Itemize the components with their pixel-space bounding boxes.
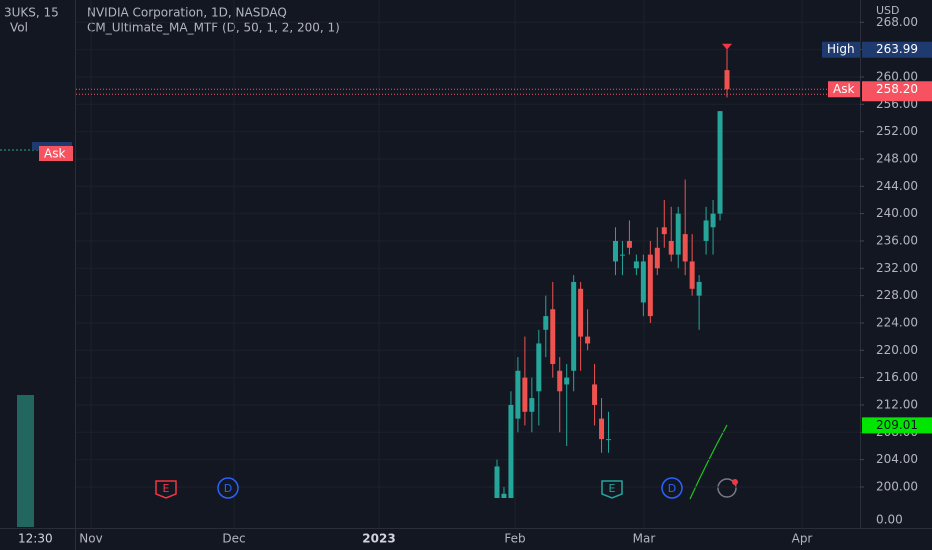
candle-body <box>515 370 521 419</box>
candle-body <box>571 281 577 371</box>
x-tick-label: Feb <box>504 532 525 546</box>
candle-body <box>633 261 639 269</box>
y-tick-label: 240.00 <box>876 206 918 220</box>
candle-body <box>494 466 500 498</box>
ask-value-tag <box>862 81 932 102</box>
y-tick-label: 224.00 <box>876 315 918 329</box>
currency: USD <box>876 4 900 17</box>
y-tick-label: 200.00 <box>876 479 918 493</box>
lightning-icon <box>717 478 737 498</box>
candle-body <box>703 220 709 241</box>
ma-value: 209.01 <box>876 418 918 432</box>
y-tick-label: 204.00 <box>876 452 918 466</box>
x-tick-label: Nov <box>79 532 102 546</box>
candle-body <box>550 309 556 364</box>
dividend-icon <box>661 477 683 499</box>
event-label: D <box>224 482 232 495</box>
candle-body <box>592 384 598 405</box>
candle-body <box>696 281 702 296</box>
high-name: High <box>827 42 855 56</box>
candle-body <box>522 377 528 412</box>
high-value: 263.99 <box>876 42 918 56</box>
candle-body <box>599 418 605 440</box>
candle-body <box>585 336 591 344</box>
earnings-icon <box>601 480 623 499</box>
left-volume-bar <box>17 395 34 527</box>
candle-body <box>619 254 625 256</box>
candle-body <box>654 247 660 269</box>
candle-body <box>501 493 507 498</box>
x-tick-label: Dec <box>222 532 245 546</box>
candle-body <box>529 398 535 412</box>
candle-body <box>689 261 695 289</box>
candle-body <box>612 240 618 262</box>
x-tick-label: 2023 <box>362 532 395 546</box>
candle-body <box>606 439 612 441</box>
candle-body <box>682 234 688 262</box>
zero-label: 0.00 <box>876 513 903 527</box>
chart-title: NVIDIA Corporation, 1D, NASDAQ <box>87 6 287 20</box>
ask-value: 258.20 <box>876 82 918 96</box>
indicator: CM_Ultimate_MA_MTF (D, 50, 1, 2, 200, 1) <box>87 21 340 35</box>
earnings-icon <box>155 480 177 499</box>
y-tick-label: 248.00 <box>876 151 918 165</box>
ask-tag <box>828 81 860 98</box>
x-tick-label: Apr <box>792 532 813 546</box>
y-tick-label: 268.00 <box>876 15 918 29</box>
candle-body <box>717 111 723 214</box>
left-vol: Vol <box>10 21 28 35</box>
left-ask-tag <box>39 146 73 161</box>
candle-body <box>543 316 549 330</box>
left-ask: Ask <box>44 147 65 161</box>
y-tick-label: 252.00 <box>876 124 918 138</box>
y-tick-label: 212.00 <box>876 397 918 411</box>
dividend-icon <box>217 477 239 499</box>
candle-body <box>626 240 632 248</box>
candle-body <box>578 288 584 337</box>
y-tick-label: 232.00 <box>876 261 918 275</box>
left-symbol: 3UKS, 15 <box>4 6 59 20</box>
candle-body <box>508 404 514 498</box>
candle-body <box>640 261 646 303</box>
y-tick-label: 260.00 <box>876 69 918 83</box>
y-tick-label: 236.00 <box>876 233 918 247</box>
candle-body <box>564 377 570 385</box>
high-tag <box>822 41 860 58</box>
candle-body <box>557 370 563 392</box>
candle-body <box>710 213 716 228</box>
candle-body <box>661 227 667 235</box>
high-value-tag <box>862 41 932 58</box>
candle-body <box>647 254 653 317</box>
candle-body <box>536 343 542 392</box>
event-label: E <box>163 482 170 495</box>
y-tick-label: 228.00 <box>876 288 918 302</box>
y-tick-label: 216.00 <box>876 370 918 384</box>
y-tick-label: 244.00 <box>876 179 918 193</box>
high-marker <box>722 43 732 50</box>
candle-body <box>724 70 730 90</box>
y-tick-label: 220.00 <box>876 343 918 357</box>
candle-body <box>668 240 674 255</box>
ma-value-tag <box>862 417 932 434</box>
ask-name: Ask <box>833 82 854 96</box>
event-label: E <box>609 482 616 495</box>
lightning-dot <box>732 479 738 485</box>
event-label: D <box>668 482 676 495</box>
left-time: 12:30 <box>18 532 53 546</box>
candle-body <box>675 213 681 255</box>
x-tick-label: Mar <box>633 532 656 546</box>
